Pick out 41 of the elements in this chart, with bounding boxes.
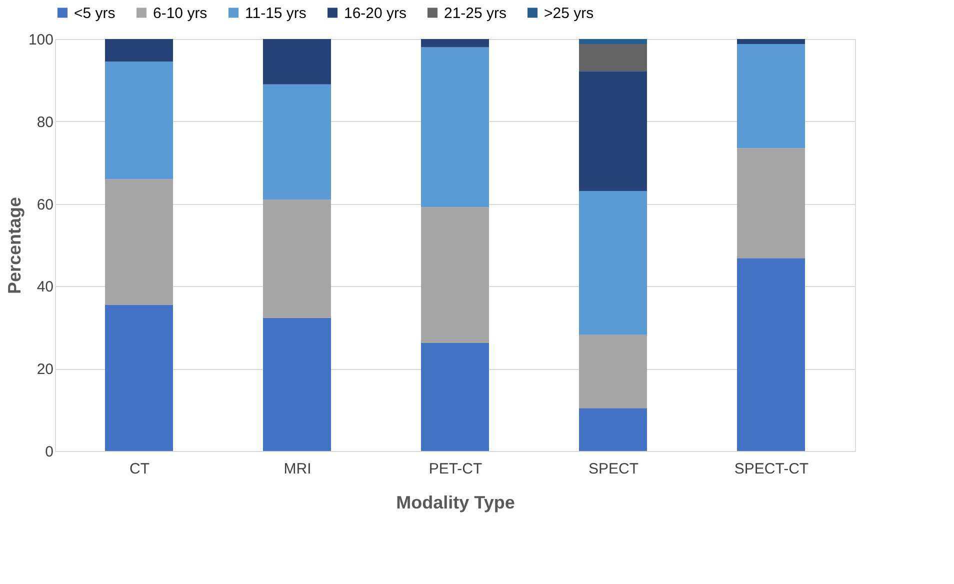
bar bbox=[105, 39, 173, 62]
y-tick-label: 60 bbox=[36, 196, 54, 214]
y-tick-label: 0 bbox=[45, 444, 54, 460]
bar bbox=[105, 304, 173, 451]
y-tick-label: 100 bbox=[28, 32, 54, 48]
x-tick-label: MRI bbox=[284, 460, 312, 478]
bar bbox=[579, 191, 647, 335]
y-tick-label: 80 bbox=[36, 114, 54, 131]
x-axis-title: Modality Type bbox=[396, 492, 515, 512]
bar bbox=[579, 71, 647, 192]
bar bbox=[263, 39, 331, 84]
bar bbox=[421, 207, 489, 344]
bar bbox=[579, 44, 647, 72]
bar bbox=[737, 258, 805, 451]
bar bbox=[579, 408, 647, 451]
y-tick-label: 20 bbox=[36, 361, 54, 378]
bar bbox=[263, 318, 331, 451]
legend-label: 16-20 yrs bbox=[344, 4, 407, 22]
bar bbox=[263, 84, 331, 200]
y-axis-title: Percentage bbox=[4, 196, 24, 294]
bar bbox=[421, 39, 489, 48]
legend-label: 6-10 yrs bbox=[153, 4, 208, 22]
bar bbox=[263, 200, 331, 318]
bar bbox=[579, 334, 647, 408]
bar bbox=[579, 39, 647, 44]
x-tick-label: CT bbox=[130, 460, 150, 478]
legend-label: 21-25 yrs bbox=[444, 4, 507, 22]
x-tick-label: SPECT-CT bbox=[734, 460, 809, 478]
bar bbox=[737, 39, 805, 44]
bar bbox=[421, 343, 489, 451]
bar bbox=[105, 179, 173, 305]
bar bbox=[105, 62, 173, 180]
legend-label: >25 yrs bbox=[544, 4, 594, 22]
bar bbox=[421, 47, 489, 208]
legend-label: 11-15 yrs bbox=[245, 4, 306, 22]
legend-label: <5 yrs bbox=[74, 4, 116, 22]
x-tick-label: SPECT bbox=[588, 460, 639, 478]
x-tick-label: PET-CT bbox=[428, 460, 482, 478]
y-tick-label: 40 bbox=[36, 278, 54, 296]
bar bbox=[737, 148, 805, 258]
bar bbox=[737, 44, 805, 148]
